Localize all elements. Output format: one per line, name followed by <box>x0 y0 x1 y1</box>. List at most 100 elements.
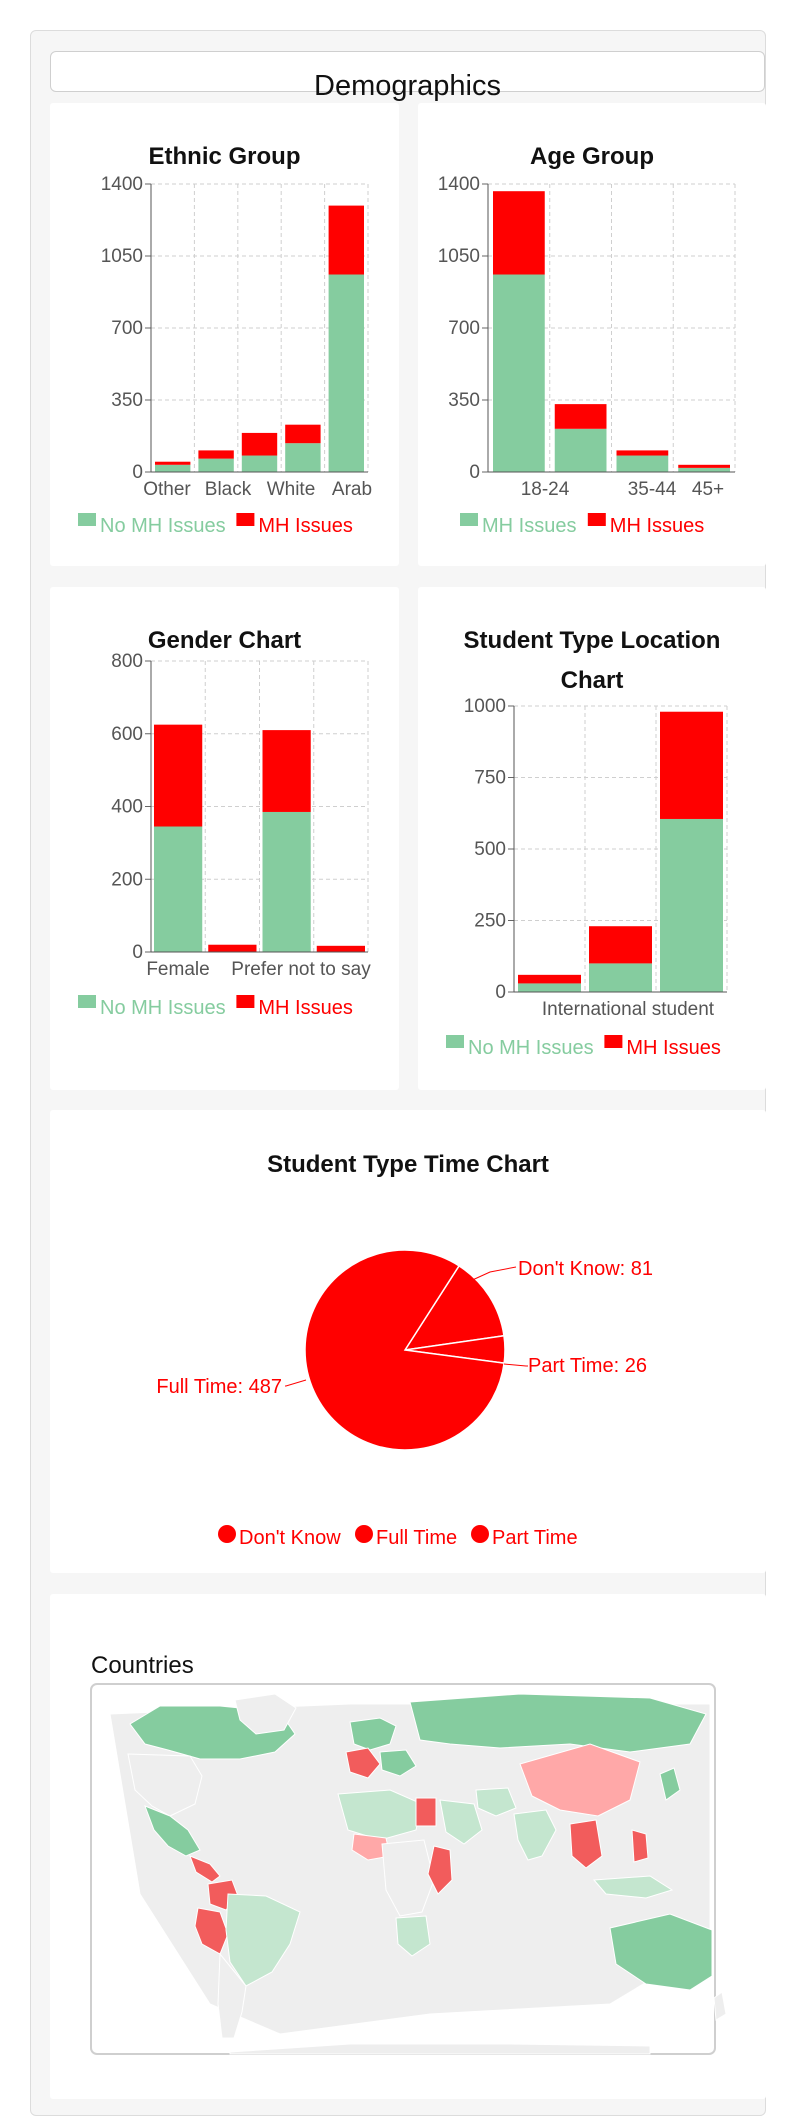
age-chart-title: Age Group <box>530 143 654 170</box>
legend-swatch-mh <box>236 513 255 526</box>
bar-segment-no-mh <box>155 464 191 472</box>
bar-segment-no-mh <box>285 443 321 472</box>
legend-label-mh: MH Issues <box>258 515 352 537</box>
country-south-africa <box>395 1915 431 1957</box>
gender-card: Gender Chart 0 200 400 600 800 Female Prefer n… <box>50 587 399 1090</box>
ethnic-group-card: Ethnic Group 0 350 700 1050 1400 Other Black Wh… <box>50 103 399 566</box>
time-chart-title: Student Type Time Chart <box>267 1151 549 1178</box>
country-argentina-chile <box>217 1952 247 2039</box>
pie-label-line-dont-know <box>467 1266 517 1283</box>
country-china <box>519 1743 641 1817</box>
legend-label-no-mh: MH Issues <box>482 515 576 537</box>
bar-segment-no-mh <box>328 274 364 472</box>
pie-label-full-time: Full Time: 487 <box>156 1376 282 1398</box>
country-indonesia <box>592 1875 674 1899</box>
legend-swatch-mh <box>604 1035 623 1048</box>
bar-segment-mh <box>554 404 607 429</box>
student-time-pie: Don't Know: 81 Part Time: 26 Full Time: 48… <box>156 1249 653 1549</box>
country-antarctica <box>229 2043 651 2055</box>
legend-label-mh: MH Issues <box>258 997 352 1019</box>
y-tick-label: 200 <box>111 869 143 890</box>
x-tick-label: Other <box>143 479 191 500</box>
bar-segment-no-mh <box>241 455 278 472</box>
age-group-card: Age Group 0 350 700 1050 1400 18-24 35-44 45+ MH… <box>418 103 766 566</box>
gender-chart-title: Gender Chart <box>147 627 302 654</box>
bar-segment-mh <box>154 724 203 827</box>
legend-label-no-mh: No MH Issues <box>100 515 226 537</box>
y-tick-label: 1400 <box>101 174 143 195</box>
bar-segment-mh <box>241 432 278 456</box>
bar-segment-no-mh <box>198 458 234 472</box>
country-west-africa <box>351 1833 391 1861</box>
pie-slice-dont-know <box>403 1264 505 1351</box>
y-tick-label: 600 <box>111 724 143 745</box>
legend-swatch-no-mh <box>460 513 478 526</box>
y-tick-label: 700 <box>111 318 143 339</box>
country-europe-west <box>345 1747 381 1779</box>
legend-swatch-no-mh <box>78 513 96 526</box>
y-tick-label: 1400 <box>438 174 480 195</box>
legend-swatch-no-mh <box>446 1035 464 1048</box>
legend-swatch-mh <box>236 995 255 1008</box>
student-location-chart: 0 250 500 750 1000 International student No MH… <box>446 696 728 1059</box>
y-tick-label: 500 <box>474 839 506 860</box>
country-north-africa <box>337 1789 423 1841</box>
legend-dot <box>355 1525 373 1543</box>
legend-label: Full Time <box>376 1527 457 1549</box>
bar-segment-no-mh <box>678 467 730 472</box>
legend-dot <box>218 1525 236 1543</box>
y-tick-label: 350 <box>448 390 480 411</box>
legend-swatch-no-mh <box>78 995 96 1008</box>
student-time-card: Student Type Time Chart Don't Know: 81 Pa… <box>50 1110 766 1573</box>
y-tick-label: 750 <box>474 768 506 789</box>
pie-label-dont-know: Don't Know: 81 <box>518 1258 653 1280</box>
legend-dot <box>471 1525 489 1543</box>
bar-segment-mh <box>155 461 191 465</box>
y-tick-label: 0 <box>495 982 506 1003</box>
y-tick-label: 400 <box>111 797 143 818</box>
y-tick-label: 1050 <box>438 246 480 267</box>
ethnic-chart-title: Ethnic Group <box>148 143 301 170</box>
y-tick-label: 0 <box>132 942 143 963</box>
country-uk-scandinavia <box>349 1717 397 1751</box>
x-tick-label: Female <box>146 959 209 980</box>
x-tick-label: White <box>267 479 316 500</box>
bar-segment-mh <box>589 926 652 964</box>
country-southeast-asia <box>569 1819 603 1869</box>
bar-segment-mh <box>285 424 321 444</box>
header-box <box>50 51 765 92</box>
student-location-card: Student Type Location Chart 0 250 500 750 10… <box>418 587 766 1090</box>
x-tick-label: 35-44 <box>628 479 677 500</box>
bar-segment-no-mh <box>554 428 607 472</box>
bar-segment-no-mh <box>616 455 669 472</box>
x-tick-label: Prefer not to say <box>231 959 371 980</box>
x-tick-label: International student <box>542 999 715 1020</box>
y-tick-label: 700 <box>448 318 480 339</box>
legend-label: Don't Know <box>239 1527 341 1549</box>
bar-segment-mh <box>328 205 364 275</box>
country-philippines <box>631 1829 649 1863</box>
y-tick-label: 1000 <box>464 696 506 717</box>
country-greenland <box>234 1693 297 1735</box>
country-saudi-middle-east <box>439 1799 483 1845</box>
country-russia <box>409 1693 707 1753</box>
bar-segment-mh <box>262 730 311 812</box>
age-group-chart: 0 350 700 1050 1400 18-24 35-44 45+ MH Issues MH … <box>438 174 736 537</box>
pie-label-part-time: Part Time: 26 <box>528 1355 647 1377</box>
y-tick-label: 350 <box>111 390 143 411</box>
bar-segment-mh <box>493 191 545 275</box>
bar-segment-mh <box>518 974 581 984</box>
country-australia <box>609 1913 713 1991</box>
legend-label: Part Time <box>492 1527 578 1549</box>
country-usa <box>127 1753 203 1817</box>
bar-segment-mh <box>198 450 234 459</box>
bar-segment-mh <box>316 945 365 952</box>
legend-swatch-mh <box>587 513 606 526</box>
pie-slice-full-time <box>304 1249 505 1451</box>
bar-segment-no-mh <box>154 826 203 952</box>
x-tick-label: 45+ <box>692 479 724 500</box>
country-europe-east <box>379 1749 417 1777</box>
countries-map[interactable] <box>50 1594 766 2099</box>
bar-segment-mh <box>208 944 257 952</box>
